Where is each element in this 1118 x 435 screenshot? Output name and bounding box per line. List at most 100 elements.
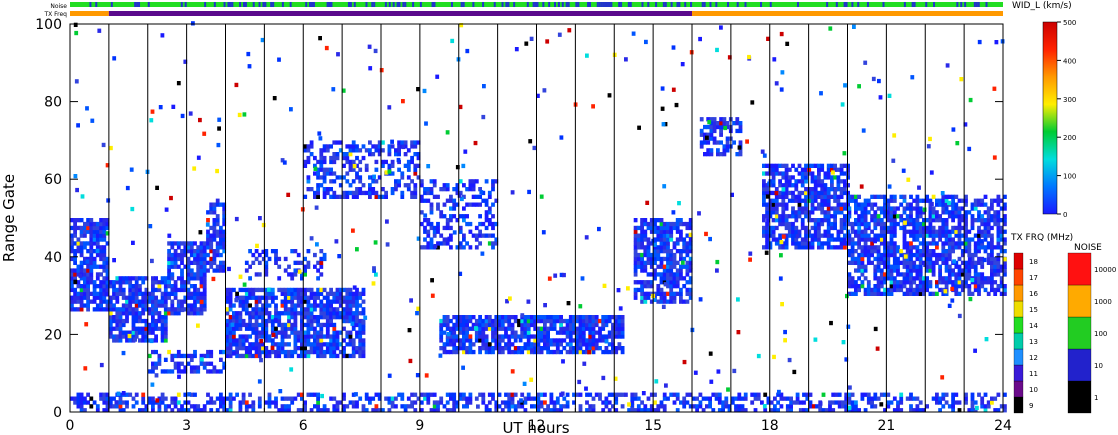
echo-cell bbox=[883, 237, 887, 242]
echo-cell bbox=[513, 315, 518, 320]
echo-cell bbox=[206, 353, 210, 359]
echo-cell bbox=[371, 187, 376, 192]
echo-cell bbox=[682, 359, 687, 365]
echo-cell bbox=[931, 268, 936, 273]
echo-cell bbox=[280, 396, 285, 401]
echo-cell bbox=[833, 237, 837, 242]
echo-cell bbox=[813, 179, 818, 184]
echo-cell bbox=[70, 268, 74, 273]
echo-cell bbox=[543, 400, 547, 405]
echo-cell bbox=[345, 342, 350, 347]
echo-cell bbox=[669, 260, 674, 265]
echo-cell bbox=[807, 171, 812, 176]
echo-cell bbox=[244, 326, 249, 331]
echo-cell bbox=[89, 276, 94, 281]
echo-cell bbox=[636, 237, 641, 242]
echo-cell bbox=[737, 145, 742, 150]
echo-cell bbox=[289, 107, 293, 112]
echo-cell bbox=[794, 218, 799, 223]
echo-cell bbox=[99, 264, 103, 269]
echo-cell bbox=[703, 140, 707, 145]
echo-cell bbox=[186, 311, 191, 316]
echo-cell bbox=[151, 330, 155, 335]
echo-cell bbox=[649, 256, 654, 262]
echo-cell bbox=[886, 241, 891, 246]
echo-cell bbox=[309, 295, 314, 300]
echo-cell bbox=[765, 241, 769, 246]
echo-cell bbox=[823, 175, 828, 180]
echo-cell bbox=[125, 404, 129, 409]
echo-cell bbox=[228, 295, 233, 300]
echo-cell bbox=[468, 229, 473, 234]
echo-cell bbox=[202, 353, 207, 359]
echo-cell bbox=[400, 171, 405, 176]
echo-cell bbox=[410, 140, 414, 145]
echo-cell bbox=[902, 284, 907, 289]
echo-cell bbox=[254, 295, 259, 300]
echo-cell bbox=[125, 303, 129, 308]
echo-cell bbox=[957, 272, 962, 277]
echo-cell bbox=[922, 276, 926, 281]
echo-cell bbox=[915, 237, 920, 242]
echo-cell bbox=[306, 187, 311, 192]
echo-cell bbox=[653, 400, 657, 405]
echo-cell bbox=[818, 408, 823, 413]
echo-cell bbox=[442, 342, 447, 347]
echo-cell bbox=[513, 330, 518, 335]
echo-cell bbox=[157, 315, 162, 320]
echo-cell bbox=[358, 326, 363, 331]
echo-cell bbox=[964, 241, 968, 246]
echo-cell bbox=[222, 365, 227, 370]
echo-cell bbox=[219, 268, 223, 273]
echo-cell bbox=[941, 245, 946, 250]
echo-cell bbox=[303, 330, 307, 335]
echo-cell bbox=[410, 190, 414, 196]
echo-cell bbox=[222, 349, 227, 355]
echo-cell bbox=[640, 291, 644, 296]
echo-cell bbox=[656, 284, 661, 289]
echo-cell bbox=[817, 163, 821, 168]
echo-cell bbox=[873, 194, 878, 199]
echo-cell bbox=[941, 252, 946, 258]
echo-cell bbox=[429, 202, 434, 207]
echo-cell bbox=[374, 159, 379, 165]
echo-cell bbox=[342, 194, 346, 199]
echo-cell bbox=[863, 202, 868, 207]
echo-cell bbox=[180, 408, 184, 413]
echo-cell bbox=[847, 291, 852, 296]
echo-cell bbox=[578, 342, 583, 347]
echo-cell bbox=[264, 299, 269, 304]
noise-bar-tick bbox=[373, 2, 376, 7]
echo-cell bbox=[922, 280, 926, 285]
echo-cell bbox=[896, 268, 900, 273]
echo-cell bbox=[817, 221, 821, 227]
echo-cell bbox=[484, 233, 489, 238]
echo-cell bbox=[439, 187, 444, 192]
echo-cell bbox=[993, 268, 998, 273]
echo-cell bbox=[601, 334, 606, 339]
echo-cell bbox=[899, 392, 904, 397]
echo-cell bbox=[264, 287, 269, 293]
echo-cell bbox=[850, 249, 855, 254]
echo-cell bbox=[964, 284, 968, 289]
echo-cell bbox=[909, 404, 913, 409]
echo-cell bbox=[555, 408, 560, 413]
noise-bar-tick bbox=[600, 2, 603, 7]
echo-cell bbox=[643, 291, 648, 296]
echo-cell bbox=[662, 245, 667, 250]
echo-cell bbox=[820, 233, 825, 238]
noise-bar-tick bbox=[866, 2, 869, 7]
echo-cell bbox=[850, 404, 855, 409]
echo-cell bbox=[688, 392, 693, 397]
echo-cell bbox=[773, 396, 777, 401]
echo-cell bbox=[517, 318, 521, 324]
echo-cell bbox=[189, 272, 194, 277]
echo-cell bbox=[680, 260, 685, 265]
echo-cell bbox=[784, 206, 789, 211]
echo-cell bbox=[160, 392, 165, 397]
echo-cell bbox=[712, 121, 717, 126]
echo-cell bbox=[860, 272, 865, 277]
echo-cell bbox=[219, 264, 223, 269]
echo-cell bbox=[778, 221, 782, 227]
echo-cell bbox=[787, 198, 792, 203]
